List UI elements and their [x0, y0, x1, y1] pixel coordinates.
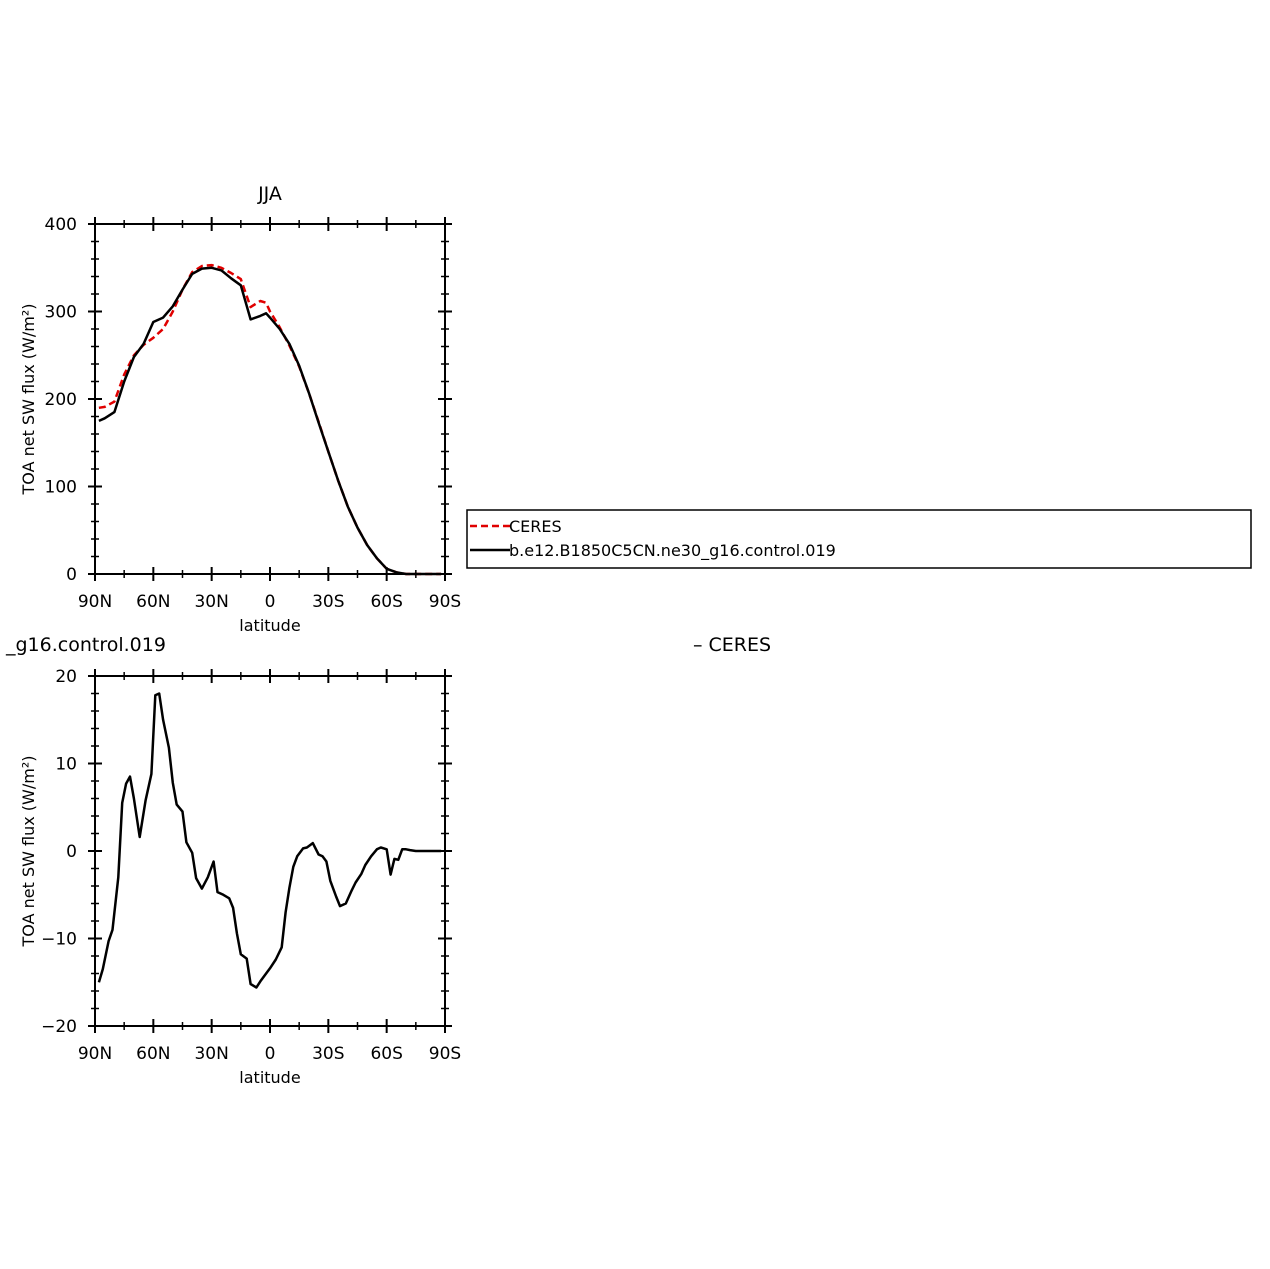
x-tick-label: 90S [429, 592, 461, 612]
panel2-ytick-labels: −20 −10 0 10 20 [41, 667, 77, 1037]
x-tick-label: 0 [265, 592, 276, 612]
y-tick-label: 0 [66, 842, 77, 862]
panel-jja: JJA 90N 60N 30N 0 30S 60S 90S 0 100 200 300 400 la… [19, 183, 461, 635]
panel1-ytick-labels: 0 100 200 300 400 [45, 215, 77, 585]
panel2-title-right: – CERES [693, 634, 771, 656]
y-tick-label: 10 [55, 755, 77, 775]
y-tick-label: 400 [45, 215, 77, 235]
panel1-title: JJA [257, 183, 282, 205]
x-tick-label: 60S [370, 1044, 402, 1064]
y-tick-label: 100 [45, 478, 77, 498]
panel2-series [97, 692, 442, 989]
panel1-ticks [88, 217, 452, 581]
x-tick-label: 60N [136, 1044, 170, 1064]
panel2-frame [94, 675, 446, 1027]
x-tick-label: 90N [78, 1044, 112, 1064]
y-tick-label: 0 [66, 565, 77, 585]
panel1-ylabel: TOA net SW flux (W/m²) [19, 304, 38, 496]
x-tick-label: 60S [370, 592, 402, 612]
x-tick-label: 30N [194, 1044, 228, 1064]
x-tick-label: 90N [78, 592, 112, 612]
y-tick-label: 300 [45, 303, 77, 323]
panel2-title: _g16.control.019 [5, 634, 166, 656]
x-tick-label: 30N [194, 592, 228, 612]
legend-label-model: b.e12.B1850C5CN.ne30_g16.control.019 [509, 541, 836, 561]
legend: CERES b.e12.B1850C5CN.ne30_g16.control.0… [466, 509, 1252, 569]
series-line-ceres-0 [98, 263, 442, 576]
panel1-xtick-labels: 90N 60N 30N 0 30S 60S 90S [78, 592, 461, 612]
panel1-frame [94, 223, 446, 575]
x-tick-label: 30S [312, 592, 344, 612]
panel1-xlabel: latitude [239, 616, 300, 635]
x-tick-label: 60N [136, 592, 170, 612]
y-tick-label: −20 [41, 1017, 77, 1037]
panel2-ticks [88, 669, 452, 1033]
panel2-xlabel: latitude [239, 1068, 300, 1087]
x-tick-label: 30S [312, 1044, 344, 1064]
panel2-xtick-labels: 90N 60N 30N 0 30S 60S 90S [78, 1044, 461, 1064]
legend-label-ceres: CERES [509, 517, 562, 536]
panel2-ylabel: TOA net SW flux (W/m²) [19, 756, 38, 948]
series-line-b-1 [98, 266, 442, 576]
x-tick-label: 0 [265, 1044, 276, 1064]
x-tick-label: 90S [429, 1044, 461, 1064]
y-tick-label: −10 [41, 930, 77, 950]
y-tick-label: 200 [45, 390, 77, 410]
series-line-difference-0 [97, 692, 442, 989]
legend-box [466, 509, 1252, 569]
panel1-series [98, 263, 442, 576]
panel-difference: _g16.control.019 – CERES 90N 60N 30N 0 30S 60… [5, 634, 771, 1087]
y-tick-label: 20 [55, 667, 77, 687]
